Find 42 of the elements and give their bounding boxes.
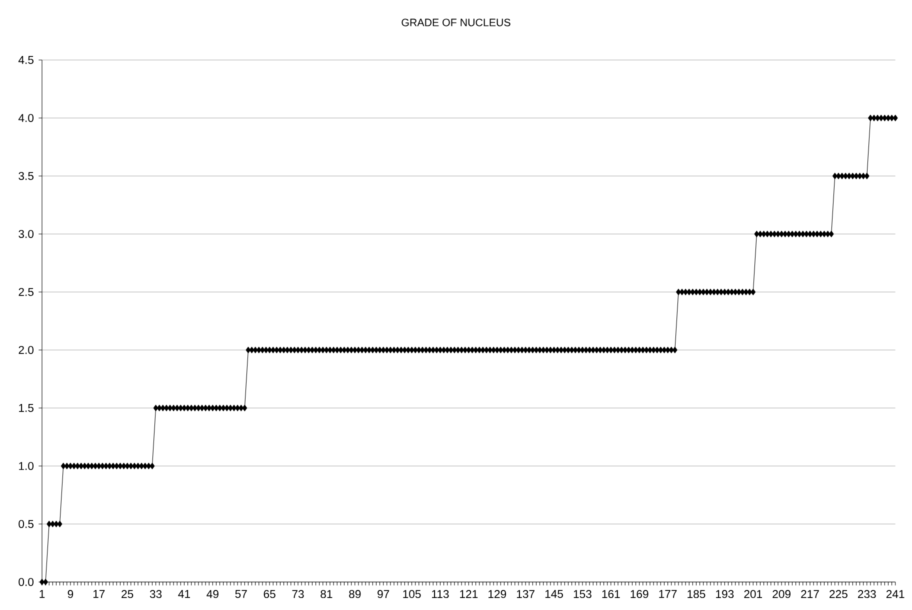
y-tick-label: 2.0 [18, 346, 34, 354]
x-tick-label: 145 [545, 590, 563, 598]
y-tick-label: 3.5 [18, 172, 34, 180]
x-tick-label: 65 [264, 590, 276, 598]
x-tick-label: 137 [516, 590, 534, 598]
x-tick-label: 225 [830, 590, 848, 598]
x-tick-label: 41 [178, 590, 190, 598]
y-tick-label: 4.0 [18, 114, 34, 122]
x-tick-label: 25 [122, 590, 134, 598]
x-tick-label: 113 [432, 590, 449, 598]
x-tick-label: 121 [460, 590, 478, 598]
y-tick-label: 2.5 [18, 288, 34, 296]
x-tick-label: 9 [68, 590, 74, 598]
chart-title: GRADE OF NUCLEUS [402, 18, 510, 26]
x-tick-label: 177 [659, 590, 677, 598]
x-tick-label: 81 [320, 590, 332, 598]
y-tick-label: 0.5 [18, 520, 34, 528]
x-tick-label: 89 [349, 590, 361, 598]
x-tick-label: 185 [688, 590, 706, 598]
x-tick-label: 1 [40, 590, 45, 598]
x-tick-label: 33 [150, 590, 162, 598]
x-tick-label: 201 [744, 590, 762, 598]
x-tick-label: 153 [574, 590, 592, 598]
y-tick-label: 3.0 [18, 230, 34, 238]
x-tick-label: 129 [488, 590, 506, 598]
x-tick-label: 105 [403, 590, 421, 598]
y-tick-label: 4.5 [18, 56, 34, 64]
x-tick-label: 233 [858, 590, 876, 598]
y-tick-label: 1.0 [19, 462, 34, 470]
x-tick-label: 161 [602, 590, 620, 598]
x-tick-label: 209 [772, 590, 790, 598]
x-tick-label: 49 [206, 590, 218, 598]
y-tick-label: 1.5 [19, 404, 34, 412]
x-tick-label: 73 [292, 590, 304, 598]
x-tick-label: 241 [886, 590, 904, 598]
x-tick-label: 193 [716, 590, 734, 598]
x-tick-label: 217 [801, 590, 819, 598]
x-tick-label: 57 [235, 590, 247, 598]
x-tick-label: 97 [378, 590, 390, 598]
y-tick-label: 0.0 [18, 578, 34, 586]
x-tick-label: 17 [93, 590, 105, 598]
x-tick-label: 169 [630, 590, 648, 598]
